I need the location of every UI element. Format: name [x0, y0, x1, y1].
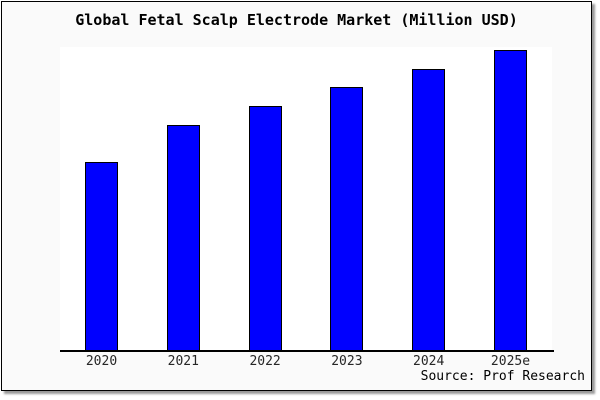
bar-2024 — [412, 68, 446, 350]
chart-title: Global Fetal Scalp Electrode Market (Mil… — [75, 11, 518, 29]
bar-2022 — [248, 106, 282, 350]
x-axis-labels: 2020 2021 2022 2023 2024 2025e — [2, 355, 591, 370]
bar-2021 — [166, 125, 200, 350]
x-tick-label-2024: 2024 — [413, 354, 445, 369]
x-tick-label-2021: 2021 — [167, 354, 199, 369]
bar-2025e — [494, 50, 527, 350]
bar-2020 — [85, 161, 118, 350]
x-tick-label-2025e: 2025e — [490, 354, 531, 369]
x-tick-label-2020: 2020 — [85, 354, 118, 369]
x-axis-line — [60, 350, 554, 352]
x-tick-label-2023: 2023 — [331, 354, 363, 369]
x-tick-label-2022: 2022 — [249, 354, 281, 369]
bar-2023 — [330, 86, 364, 350]
source-credit: Source: Prof Research — [420, 369, 585, 384]
chart-frame: Global Fetal Scalp Electrode Market (Mil… — [1, 1, 592, 391]
plot-area — [60, 47, 552, 350]
